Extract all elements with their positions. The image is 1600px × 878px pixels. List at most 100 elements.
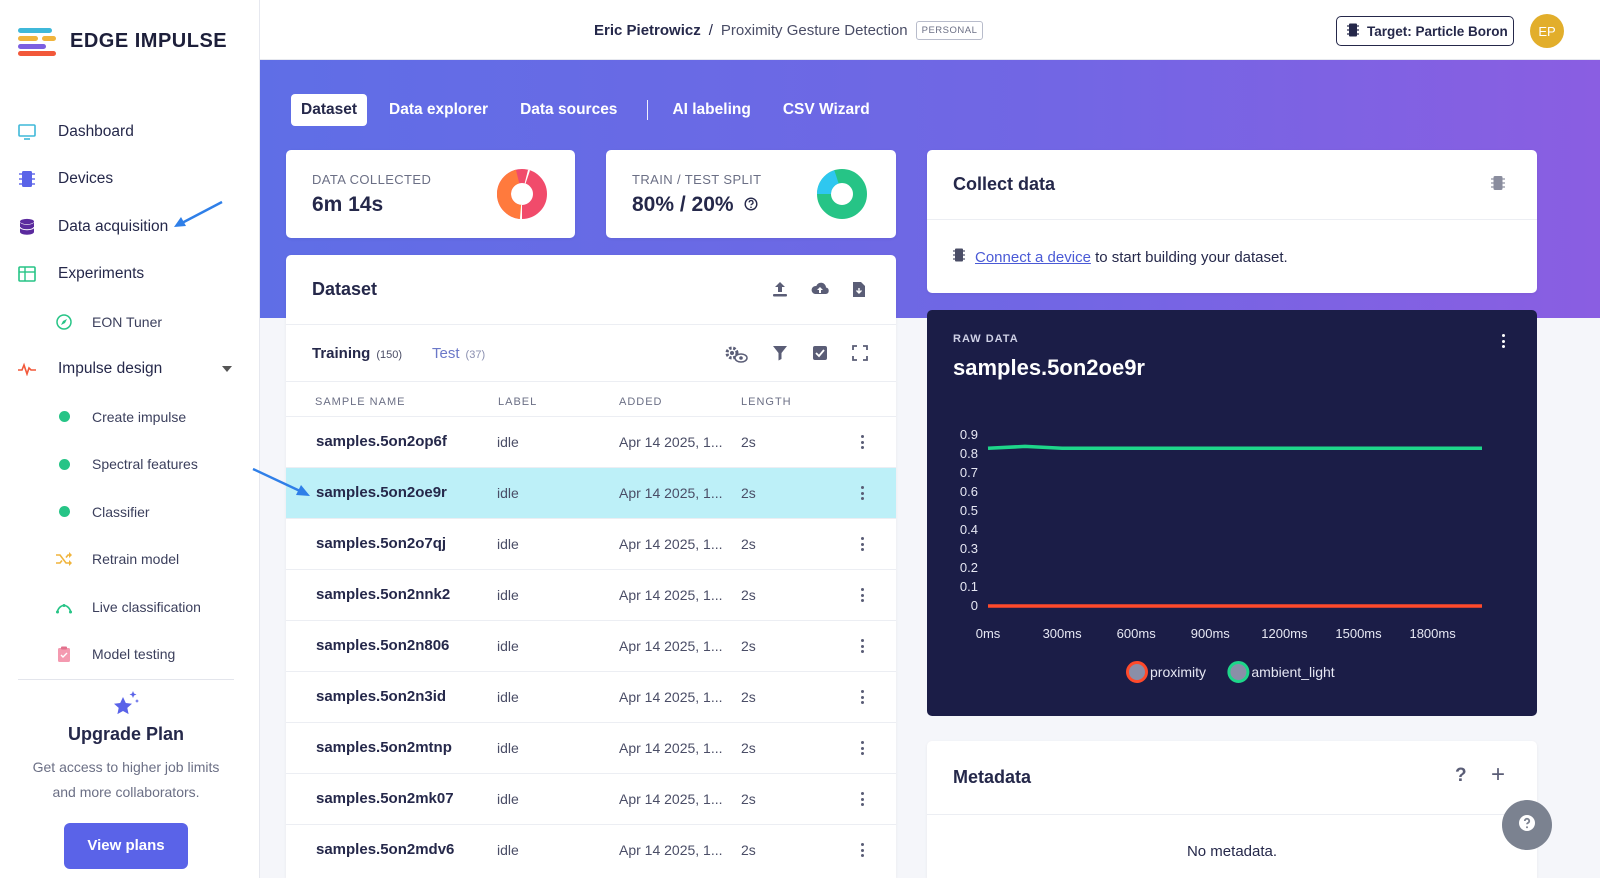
breadcrumb-separator: /	[708, 22, 713, 39]
database-icon	[18, 218, 36, 236]
row-options-icon[interactable]	[861, 639, 864, 653]
sidebar-item-impulse-design[interactable]: Impulse design	[0, 346, 260, 394]
tab-data-sources[interactable]: Data sources	[520, 101, 618, 118]
sidebar-item-retrain-model[interactable]: Retrain model	[0, 536, 260, 584]
more-options-icon[interactable]	[1502, 334, 1505, 351]
legend-label[interactable]: ambient_light	[1251, 664, 1334, 680]
breadcrumb-project[interactable]: Proximity Gesture Detection	[720, 22, 908, 39]
metadata-help-icon[interactable]: ?	[1455, 765, 1467, 786]
target-device-button[interactable]: Target: Particle Boron	[1336, 16, 1514, 46]
table-row[interactable]: samples.5on2n806 idle Apr 14 2025, 1... 2s	[286, 620, 896, 671]
connect-device-link[interactable]: Connect a device	[975, 248, 1091, 266]
sample-name: samples.5on2mdv6	[316, 841, 455, 858]
sidebar-item-create-impulse[interactable]: Create impulse	[0, 393, 260, 441]
row-options-icon[interactable]	[861, 588, 864, 602]
target-label: Target: Particle Boron	[1367, 23, 1508, 39]
sample-added: Apr 14 2025, 1...	[619, 638, 723, 654]
table-row[interactable]: samples.5on2nnk2 idle Apr 14 2025, 1... 2s	[286, 569, 896, 620]
sidebar-item-live-classification[interactable]: Live classification	[0, 583, 260, 631]
help-circle-icon[interactable]	[744, 193, 758, 217]
data-acquisition-tabs: Dataset Data explorer Data sources AI la…	[291, 94, 886, 126]
table-row[interactable]: samples.5on2n3id idle Apr 14 2025, 1... 2s	[286, 671, 896, 722]
sample-name: samples.5on2oe9r	[316, 484, 447, 501]
sidebar-item-devices[interactable]: Devices	[0, 156, 260, 204]
column-header-label[interactable]: LABEL	[498, 396, 538, 408]
table-row[interactable]: samples.5on2mdv6 idle Apr 14 2025, 1... 2s	[286, 824, 896, 875]
subtab-training[interactable]: Training	[312, 345, 371, 362]
sample-name: samples.5on2n3id	[316, 688, 447, 705]
sidebar-item-label: Devices	[58, 170, 114, 188]
sidebar-item-classifier[interactable]: Classifier	[0, 488, 260, 536]
stat-label: DATA COLLECTED	[312, 172, 432, 187]
raw-data-panel: RAW DATA samples.5on2oe9r 0.9 0.8 0.7 0.6 0.…	[927, 310, 1537, 716]
legend-swatch-proximity[interactable]	[1126, 661, 1148, 683]
view-plans-button[interactable]: View plans	[64, 823, 188, 869]
brand-name: EDGE IMPULSE	[70, 29, 228, 52]
filter-icon[interactable]	[772, 345, 788, 368]
y-tick-label: 0.4	[960, 522, 978, 537]
row-options-icon[interactable]	[861, 741, 864, 755]
cloud-upload-icon[interactable]	[810, 281, 830, 303]
column-header-added[interactable]: ADDED	[619, 396, 663, 408]
row-options-icon[interactable]	[861, 792, 864, 806]
legend-swatch-ambient_light[interactable]	[1227, 661, 1250, 683]
avatar[interactable]: EP	[1530, 14, 1564, 48]
legend-label[interactable]: proximity	[1150, 664, 1206, 680]
sidebar-item-label: Model testing	[92, 646, 176, 663]
upload-icon[interactable]	[772, 281, 788, 303]
table-row[interactable]: samples.5on2mk07 idle Apr 14 2025, 1... 2s	[286, 773, 896, 824]
table-row[interactable]: samples.5on2mtnp idle Apr 14 2025, 1... 2s	[286, 722, 896, 773]
sample-label: idle	[497, 791, 519, 807]
row-options-icon[interactable]	[861, 435, 864, 449]
sidebar-item-label: Classifier	[92, 503, 150, 520]
metadata-empty-state: No metadata.	[1186, 843, 1278, 860]
row-options-icon[interactable]	[861, 690, 864, 704]
sample-added: Apr 14 2025, 1...	[619, 740, 723, 756]
tab-dataset[interactable]: Dataset	[291, 94, 367, 126]
annotation-arrow-icon	[252, 467, 310, 496]
chevron-down-icon[interactable]	[222, 365, 232, 372]
help-button[interactable]	[1502, 800, 1552, 850]
dataset-actions	[772, 281, 866, 303]
training-count: (150)	[376, 349, 403, 361]
table-row[interactable]: samples.5on2o7qj idle Apr 14 2025, 1... 2s	[286, 518, 896, 569]
sample-added: Apr 14 2025, 1...	[619, 689, 723, 705]
row-options-icon[interactable]	[861, 486, 864, 500]
sidebar-item-dashboard[interactable]: Dashboard	[0, 108, 260, 156]
dataset-title: Dataset	[312, 279, 378, 299]
sidebar-item-experiments[interactable]: Experiments	[0, 251, 260, 299]
table-row[interactable]: samples.5on2oe9r idle Apr 14 2025, 1... 2s	[286, 467, 896, 518]
tab-data-explorer[interactable]: Data explorer	[389, 101, 489, 118]
settings-eye-icon[interactable]	[724, 345, 748, 368]
column-header-length[interactable]: LENGTH	[741, 396, 792, 408]
table-row[interactable]: samples.5on2op6f idle Apr 14 2025, 1... 2s	[286, 416, 896, 467]
sidebar-item-eon-tuner[interactable]: EON Tuner	[0, 298, 260, 346]
sample-length: 2s	[741, 536, 756, 552]
tab-ai-labeling[interactable]: AI labeling	[672, 101, 751, 118]
logo[interactable]: EDGE IMPULSE	[18, 26, 227, 56]
subtab-test[interactable]: Test	[432, 345, 460, 362]
file-export-icon[interactable]	[852, 281, 866, 303]
raw-data-label: RAW DATA	[953, 333, 1019, 345]
chip-icon	[1491, 175, 1505, 196]
sample-label: idle	[497, 842, 519, 858]
add-metadata-icon[interactable]: +	[1491, 761, 1506, 788]
select-checkbox-icon[interactable]	[812, 345, 828, 368]
sidebar-item-spectral-features[interactable]: Spectral features	[0, 441, 260, 489]
x-tick-label: 900ms	[1191, 626, 1231, 641]
dataset-card: Dataset Training (150) Test (37) SAMP	[286, 255, 896, 878]
collect-data-message: Connect a device to start building your …	[953, 248, 1288, 266]
sidebar-item-data-acquisition[interactable]: Data acquisition	[0, 203, 260, 251]
row-options-icon[interactable]	[861, 537, 864, 551]
expand-icon[interactable]	[852, 345, 868, 368]
sample-added: Apr 14 2025, 1...	[619, 791, 723, 807]
sample-name: samples.5on2n806	[316, 637, 450, 654]
sample-name: samples.5on2o7qj	[316, 535, 447, 552]
tab-csv-wizard[interactable]: CSV Wizard	[782, 101, 870, 118]
sidebar-item-model-testing[interactable]: Model testing	[0, 631, 260, 679]
breadcrumb-owner[interactable]: Eric Pietrowicz	[594, 22, 701, 39]
column-header-sample-name[interactable]: SAMPLE NAME	[315, 396, 406, 408]
train-test-donut-icon	[817, 169, 867, 219]
sample-length: 2s	[741, 740, 756, 756]
row-options-icon[interactable]	[861, 843, 864, 857]
